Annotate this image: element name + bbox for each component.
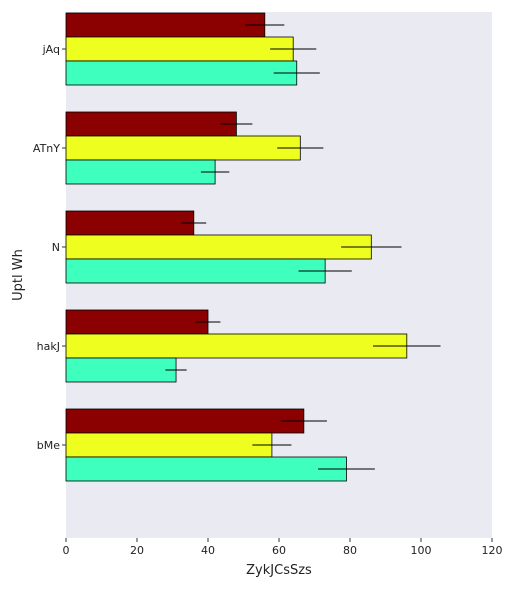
x-tick-label: 120 bbox=[482, 544, 503, 557]
y-axis-title: Uptl Wh bbox=[11, 249, 26, 301]
x-tick-label: 20 bbox=[130, 544, 144, 557]
y-tick-label: jAq bbox=[42, 43, 60, 56]
bar bbox=[65, 234, 372, 260]
bar bbox=[65, 408, 305, 434]
bar bbox=[65, 432, 273, 458]
y-tick-label: ATnY bbox=[33, 142, 60, 155]
x-tick-label: 100 bbox=[411, 544, 432, 557]
x-tick-label: 40 bbox=[201, 544, 215, 557]
bar bbox=[65, 36, 294, 62]
bar bbox=[65, 159, 216, 185]
bar bbox=[65, 333, 408, 359]
y-tick-label: bMe bbox=[37, 439, 60, 452]
x-axis-ticks: 0 20 40 60 80 100 120 bbox=[63, 538, 503, 557]
x-axis-title: ZykJCsSzs bbox=[246, 563, 312, 578]
x-tick-label: 60 bbox=[272, 544, 286, 557]
x-tick-label: 80 bbox=[343, 544, 357, 557]
bar bbox=[65, 111, 237, 137]
bar bbox=[65, 258, 326, 284]
bar bbox=[65, 135, 301, 161]
y-tick-label: hakJ bbox=[37, 340, 60, 353]
bar bbox=[65, 456, 347, 482]
y-tick-label: N bbox=[52, 241, 60, 254]
error-bars bbox=[165, 24, 441, 470]
bar-groups bbox=[65, 12, 408, 482]
bar bbox=[65, 309, 209, 335]
bar bbox=[65, 60, 298, 86]
x-tick-label: 0 bbox=[63, 544, 70, 557]
bar bbox=[65, 210, 195, 236]
bar bbox=[65, 12, 266, 38]
bar bbox=[65, 357, 177, 383]
